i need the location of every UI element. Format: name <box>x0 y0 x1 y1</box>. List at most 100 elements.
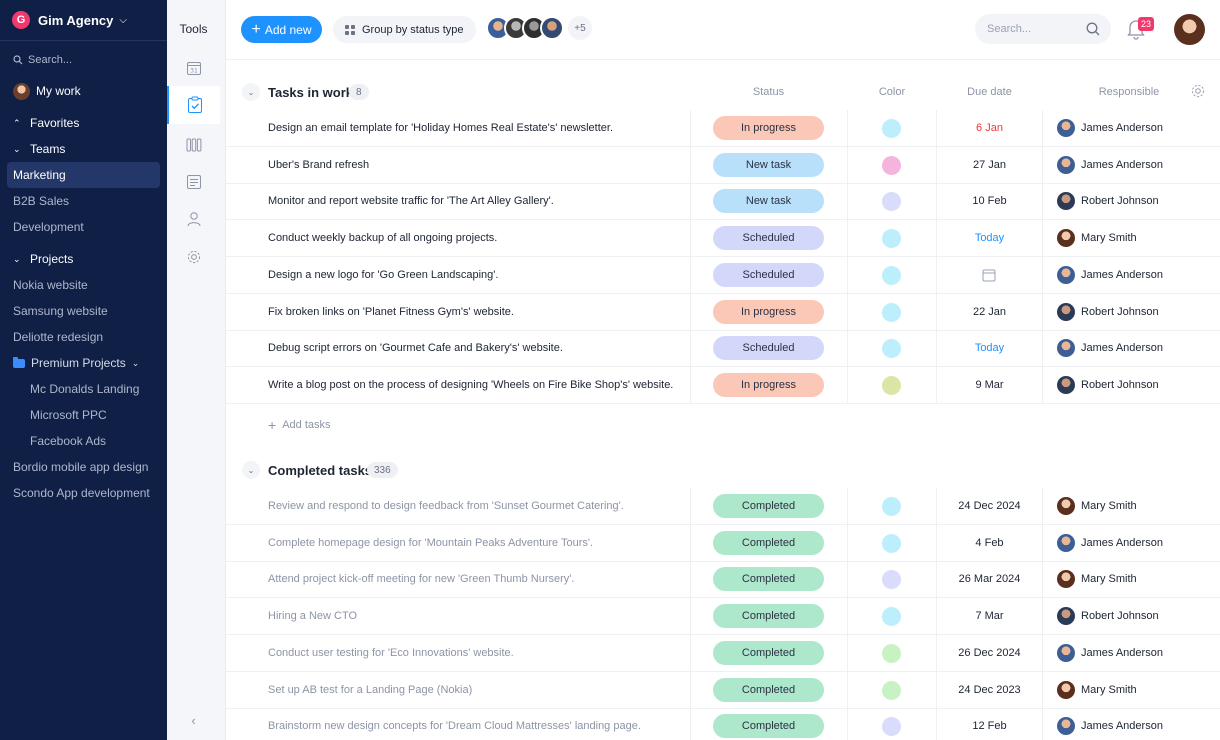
color-swatch[interactable] <box>882 155 901 175</box>
due-date[interactable]: 9 Mar <box>975 378 1004 391</box>
tool-people[interactable] <box>167 200 220 238</box>
due-date[interactable]: 26 Dec 2024 <box>958 646 1021 659</box>
table-row[interactable]: Attend project kick-off meeting for new … <box>226 561 1220 599</box>
collapse-sidebar-button[interactable]: ‹ <box>167 713 220 728</box>
collapse-group-toggle[interactable]: ⌄ <box>242 461 260 479</box>
more-members-badge[interactable]: +5 <box>568 16 592 40</box>
color-swatch[interactable] <box>882 533 901 553</box>
task-name[interactable]: Monitor and report website traffic for '… <box>268 195 554 208</box>
add-new-button[interactable]: + Add new <box>241 16 322 43</box>
color-swatch[interactable] <box>882 680 901 700</box>
status-badge[interactable]: Scheduled <box>713 336 824 361</box>
team-members[interactable]: +5 <box>486 16 592 40</box>
due-date[interactable]: 27 Jan <box>972 158 1007 171</box>
responsible-person[interactable]: James Anderson <box>1057 533 1163 552</box>
tool-notes[interactable] <box>167 163 220 201</box>
task-name[interactable]: Conduct weekly backup of all ongoing pro… <box>268 232 498 245</box>
gear-icon[interactable] <box>1190 83 1206 99</box>
table-row[interactable]: Conduct user testing for 'Eco Innovation… <box>226 634 1220 672</box>
table-row[interactable]: Complete homepage design for 'Mountain P… <box>226 524 1220 562</box>
status-badge[interactable]: In progress <box>713 116 824 140</box>
tool-board[interactable] <box>167 126 220 164</box>
avatar[interactable] <box>1174 14 1205 45</box>
task-name[interactable]: Brainstorm new design concepts for 'Drea… <box>268 720 641 733</box>
due-date[interactable]: Today <box>974 232 1005 245</box>
responsible-person[interactable]: James Anderson <box>1057 155 1163 174</box>
nav-teams[interactable]: ⌄ Teams <box>0 136 167 162</box>
task-name[interactable]: Design a new logo for 'Go Green Landscap… <box>268 268 499 281</box>
task-name[interactable]: Set up AB test for a Landing Page (Nokia… <box>268 683 473 696</box>
search-input[interactable]: Search... <box>975 14 1111 44</box>
add-tasks-button[interactable]: + Add tasks <box>268 418 331 432</box>
task-name[interactable]: Review and respond to design feedback fr… <box>268 500 624 512</box>
responsible-person[interactable]: Mary Smith <box>1057 570 1137 589</box>
due-date[interactable]: 4 Feb <box>975 536 1004 549</box>
responsible-person[interactable]: Robert Johnson <box>1057 192 1159 211</box>
task-name[interactable]: Conduct user testing for 'Eco Innovation… <box>268 646 514 659</box>
sidebar-item-deliotte-redesign[interactable]: Deliotte redesign <box>13 330 104 344</box>
tool-calendar[interactable]: 31 <box>167 49 220 87</box>
color-swatch[interactable] <box>882 570 901 590</box>
table-row[interactable]: Hiring a New CTO Completed 7 Mar Robert Joh… <box>226 598 1220 636</box>
task-name[interactable]: Complete homepage design for 'Mountain P… <box>268 536 594 549</box>
responsible-person[interactable]: James Anderson <box>1057 265 1163 284</box>
table-row[interactable]: Conduct weekly backup of all ongoing pro… <box>226 220 1220 258</box>
color-swatch[interactable] <box>882 265 901 285</box>
nav-projects[interactable]: ⌄ Projects <box>0 246 167 272</box>
status-badge[interactable]: Completed <box>713 530 824 555</box>
sidebar-item-marketing[interactable]: Marketing <box>7 162 160 188</box>
sidebar-item-nokia-website[interactable]: Nokia website <box>13 278 88 292</box>
calendar-icon[interactable] <box>982 268 996 282</box>
status-badge[interactable]: Completed <box>713 677 824 702</box>
task-name[interactable]: Debug script errors on 'Gourmet Cafe and… <box>268 342 563 355</box>
status-badge[interactable]: In progress <box>713 372 824 397</box>
sidebar-item-b2b-sales[interactable]: B2B Sales <box>13 194 70 208</box>
status-badge[interactable]: Scheduled <box>713 262 824 287</box>
responsible-person[interactable]: Mary Smith <box>1057 680 1137 699</box>
responsible-person[interactable]: Robert Johnson <box>1057 375 1159 394</box>
status-badge[interactable]: Completed <box>713 494 824 518</box>
sidebar-item-facebook-ads[interactable]: Facebook Ads <box>30 434 107 448</box>
table-row[interactable]: Debug script errors on 'Gourmet Cafe and… <box>226 330 1220 368</box>
status-badge[interactable]: Completed <box>713 567 824 592</box>
tool-tasks[interactable] <box>167 86 220 124</box>
table-row[interactable]: Uber's Brand refresh New task 27 Jan James … <box>226 146 1220 184</box>
responsible-person[interactable]: Mary Smith <box>1057 497 1137 515</box>
due-date[interactable]: Today <box>974 342 1005 355</box>
task-name[interactable]: Hiring a New CTO <box>268 610 358 623</box>
task-name[interactable]: Fix broken links on 'Planet Fitness Gym'… <box>268 305 514 318</box>
due-date[interactable]: 12 Feb <box>972 720 1007 733</box>
due-date[interactable]: 7 Mar <box>975 610 1004 623</box>
table-row[interactable]: Monitor and report website traffic for '… <box>226 183 1220 221</box>
group-by-status-button[interactable]: Group by status type <box>333 16 476 43</box>
due-date[interactable]: 24 Dec 2024 <box>958 500 1021 512</box>
table-row[interactable]: Brainstorm new design concepts for 'Drea… <box>226 708 1220 740</box>
responsible-person[interactable]: James Anderson <box>1057 339 1163 358</box>
workspace-switcher[interactable]: G Gim Agency ⌵ <box>0 0 167 41</box>
color-swatch[interactable] <box>882 717 901 737</box>
color-swatch[interactable] <box>882 229 901 249</box>
status-badge[interactable]: Completed <box>713 604 824 629</box>
table-row[interactable]: Design an email template for 'Holiday Ho… <box>226 110 1220 147</box>
sidebar-folder-premium-projects[interactable]: Premium Projects ⌄ <box>0 350 167 376</box>
nav-favorites[interactable]: ⌃ Favorites <box>0 110 167 136</box>
sidebar-item-microsoft-ppc[interactable]: Microsoft PPC <box>30 408 107 422</box>
due-date[interactable]: 10 Feb <box>972 195 1007 208</box>
status-badge[interactable]: New task <box>713 189 824 214</box>
tool-settings[interactable] <box>167 238 220 276</box>
responsible-person[interactable]: James Anderson <box>1057 717 1163 736</box>
color-swatch[interactable] <box>882 375 901 395</box>
due-date[interactable]: 26 Mar 2024 <box>958 573 1021 586</box>
color-swatch[interactable] <box>882 607 901 627</box>
due-date[interactable]: 6 Jan <box>976 122 1003 134</box>
color-swatch[interactable] <box>882 119 901 138</box>
sidebar-item-scondo-app[interactable]: Scondo App development <box>13 486 150 500</box>
color-swatch[interactable] <box>882 643 901 663</box>
nav-search[interactable]: Search... <box>0 47 167 73</box>
table-row[interactable]: Set up AB test for a Landing Page (Nokia… <box>226 671 1220 709</box>
color-swatch[interactable] <box>882 497 901 516</box>
task-name[interactable]: Design an email template for 'Holiday Ho… <box>268 122 614 134</box>
color-swatch[interactable] <box>882 302 901 322</box>
status-badge[interactable]: Completed <box>713 640 824 665</box>
nav-my-work[interactable]: My work <box>0 78 167 104</box>
